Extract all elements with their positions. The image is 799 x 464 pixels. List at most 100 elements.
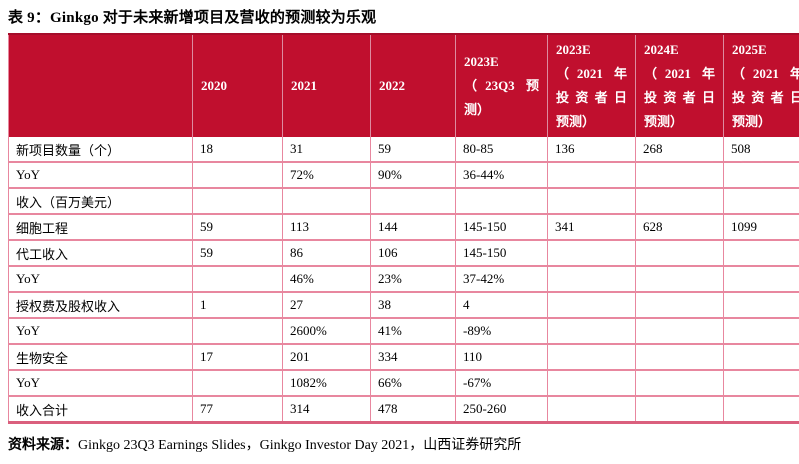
column-header-line: 预测） bbox=[644, 114, 684, 129]
data-cell bbox=[192, 370, 283, 397]
data-cell: 38 bbox=[370, 292, 456, 319]
data-cell: 23% bbox=[370, 266, 456, 293]
column-header-line: （2021 年 bbox=[556, 66, 627, 81]
data-cell: 72% bbox=[282, 162, 371, 189]
row-label-cell: 细胞工程 bbox=[8, 214, 193, 241]
data-cell bbox=[635, 344, 724, 371]
data-cell bbox=[547, 266, 636, 293]
data-cell: 17 bbox=[192, 344, 283, 371]
data-cell bbox=[547, 188, 636, 215]
data-cell bbox=[635, 318, 724, 345]
column-header: 2023E （23Q3 预测） bbox=[455, 33, 548, 137]
data-cell: 77 bbox=[192, 396, 283, 424]
data-cell: 36-44% bbox=[455, 162, 548, 189]
data-cell bbox=[723, 240, 799, 267]
column-header-line: 2020 bbox=[201, 78, 227, 93]
data-cell: 334 bbox=[370, 344, 456, 371]
data-cell bbox=[635, 188, 724, 215]
data-cell: 66% bbox=[370, 370, 456, 397]
data-cell: 110 bbox=[455, 344, 548, 371]
data-cell bbox=[547, 162, 636, 189]
row-label-cell: 生物安全 bbox=[8, 344, 193, 371]
data-cell bbox=[635, 266, 724, 293]
data-cell bbox=[723, 370, 799, 397]
data-cell bbox=[455, 188, 548, 215]
data-cell: 90% bbox=[370, 162, 456, 189]
data-cell: 106 bbox=[370, 240, 456, 267]
column-header-line: 预测） bbox=[556, 114, 596, 129]
data-cell bbox=[723, 396, 799, 424]
source-label: 资料来源： bbox=[8, 438, 78, 453]
table-row: 新项目数量（个） 18 31 59 80-85 136 268 508 bbox=[8, 137, 799, 163]
data-cell bbox=[635, 292, 724, 319]
data-cell bbox=[635, 370, 724, 397]
data-cell: 144 bbox=[370, 214, 456, 241]
data-cell: 113 bbox=[282, 214, 371, 241]
data-cell: 18 bbox=[192, 137, 283, 163]
data-cell bbox=[192, 266, 283, 293]
source-note: 资料来源：Ginkgo 23Q3 Earnings Slides，Ginkgo … bbox=[8, 434, 521, 454]
table-row: YoY 46% 23% 37-42% bbox=[8, 266, 799, 293]
row-label-cell: YoY bbox=[8, 370, 193, 397]
data-cell bbox=[547, 344, 636, 371]
data-cell bbox=[370, 188, 456, 215]
table-title: 表 9：Ginkgo 对于未来新增项目及营收的预测较为乐观 bbox=[8, 10, 377, 26]
column-header-line: 投资者日 bbox=[644, 90, 715, 105]
data-cell: 268 bbox=[635, 137, 724, 163]
data-cell: 59 bbox=[192, 214, 283, 241]
row-label-cell: 新项目数量（个） bbox=[8, 137, 193, 163]
data-cell: 37-42% bbox=[455, 266, 548, 293]
data-cell: 628 bbox=[635, 214, 724, 241]
table-row: YoY 72% 90% 36-44% bbox=[8, 162, 799, 189]
row-label-cell: 收入合计 bbox=[8, 396, 193, 424]
row-label-cell: 收入（百万美元） bbox=[8, 188, 193, 215]
data-cell: 27 bbox=[282, 292, 371, 319]
data-cell bbox=[723, 188, 799, 215]
data-cell: 31 bbox=[282, 137, 371, 163]
table-row: 授权费及股权收入 1 27 38 4 bbox=[8, 292, 799, 319]
column-header-line: （23Q3 预 bbox=[464, 78, 539, 93]
data-cell bbox=[547, 370, 636, 397]
data-cell bbox=[547, 240, 636, 267]
column-header-line: 2023E bbox=[464, 54, 499, 69]
table-row: YoY 2600% 41% -89% bbox=[8, 318, 799, 345]
row-label-cell: 授权费及股权收入 bbox=[8, 292, 193, 319]
row-label-cell: YoY bbox=[8, 266, 193, 293]
data-cell: 59 bbox=[192, 240, 283, 267]
column-header-line: 2023E bbox=[556, 42, 591, 57]
column-header: 2025E （2021 年投资者日 预测） bbox=[723, 33, 799, 137]
column-header: 2021 bbox=[282, 33, 371, 137]
forecast-table: 2020 2021 2022 2023E （23Q3 预测） 2023E （2021 年投资… bbox=[8, 33, 799, 424]
data-cell: 1 bbox=[192, 292, 283, 319]
source-text: Ginkgo 23Q3 Earnings Slides，Ginkgo Inves… bbox=[78, 438, 522, 453]
table-row: 代工收入 59 86 106 145-150 bbox=[8, 240, 799, 267]
data-cell bbox=[723, 162, 799, 189]
data-cell: 201 bbox=[282, 344, 371, 371]
table-header: 2020 2021 2022 2023E （23Q3 预测） 2023E （2021 年投资… bbox=[8, 33, 799, 137]
data-cell bbox=[635, 240, 724, 267]
table-row: 收入（百万美元） bbox=[8, 188, 799, 215]
data-cell bbox=[192, 162, 283, 189]
data-cell: 250-260 bbox=[455, 396, 548, 424]
data-cell: 4 bbox=[455, 292, 548, 319]
data-cell bbox=[547, 318, 636, 345]
column-header-line: 2025E bbox=[732, 42, 767, 57]
table-body: 新项目数量（个） 18 31 59 80-85 136 268 508 YoY 72% 90% 36-… bbox=[8, 137, 799, 424]
data-cell: 46% bbox=[282, 266, 371, 293]
data-cell: 1082% bbox=[282, 370, 371, 397]
header-row: 2020 2021 2022 2023E （23Q3 预测） 2023E （2021 年投资… bbox=[8, 33, 799, 137]
column-header: 2022 bbox=[370, 33, 456, 137]
column-header: 2024E （2021 年投资者日 预测） bbox=[635, 33, 724, 137]
row-label-cell: YoY bbox=[8, 162, 193, 189]
data-cell bbox=[635, 396, 724, 424]
data-cell: 86 bbox=[282, 240, 371, 267]
data-cell bbox=[723, 318, 799, 345]
data-cell bbox=[192, 188, 283, 215]
table-row: 收入合计 77 314 478 250-260 bbox=[8, 396, 799, 424]
column-header-line: 投资者日 bbox=[556, 90, 627, 105]
forecast-table-container: 2020 2021 2022 2023E （23Q3 预测） 2023E （2021 年投资… bbox=[8, 33, 799, 424]
table-row: YoY 1082% 66% -67% bbox=[8, 370, 799, 397]
column-header-line: 2021 bbox=[291, 78, 317, 93]
data-cell: 2600% bbox=[282, 318, 371, 345]
data-cell: 1099 bbox=[723, 214, 799, 241]
